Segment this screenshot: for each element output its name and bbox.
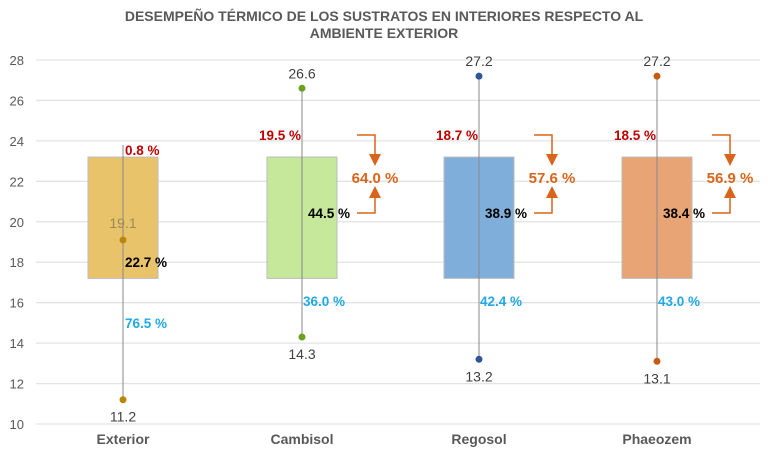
y-tick-label: 10	[10, 417, 24, 432]
mean-label: 19.1	[109, 215, 136, 231]
y-tick-label: 28	[10, 53, 24, 68]
min-point	[475, 355, 483, 363]
x-tick-label: Regosol	[451, 431, 506, 447]
chart-title: DESEMPEÑO TÉRMICO DE LOS SUSTRATOS EN IN…	[0, 8, 768, 42]
y-tick-label: 12	[10, 377, 24, 392]
max-point	[475, 72, 483, 80]
pct-bottom: 36.0 %	[303, 294, 345, 309]
max-label: 27.2	[465, 53, 492, 69]
title-line-1: DESEMPEÑO TÉRMICO DE LOS SUSTRATOS EN IN…	[124, 8, 644, 24]
pct-sum: 57.6 %	[529, 170, 576, 187]
mean-point	[119, 236, 127, 244]
max-point	[653, 72, 661, 80]
title-line-2: AMBIENTE EXTERIOR	[309, 25, 459, 41]
min-point	[119, 396, 127, 404]
max-label: 26.6	[288, 65, 315, 81]
y-tick-label: 14	[10, 336, 24, 351]
pct-top: 18.7 %	[436, 128, 478, 143]
y-tick-label: 16	[10, 296, 24, 311]
pct-mid: 38.9 %	[485, 206, 527, 221]
x-tick-label: Cambisol	[270, 431, 333, 447]
pct-top: 0.8 %	[125, 143, 160, 158]
pct-bottom: 43.0 %	[658, 294, 700, 309]
x-tick-label: Phaeozem	[622, 431, 691, 447]
pct-sum: 56.9 %	[707, 170, 754, 187]
min-label: 11.2	[110, 409, 136, 425]
min-label: 14.3	[288, 346, 315, 362]
x-tick-label: Exterior	[97, 431, 150, 447]
arrow-bottom	[534, 186, 558, 214]
min-label: 13.1	[643, 370, 670, 386]
pct-sum: 64.0 %	[352, 170, 399, 187]
arrow-bottom	[712, 186, 736, 214]
y-tick-label: 18	[10, 255, 24, 270]
pct-bottom: 76.5 %	[125, 316, 167, 331]
arrow-top	[712, 134, 736, 166]
max-point	[298, 84, 306, 92]
pct-top: 19.5 %	[259, 128, 301, 143]
arrow-top	[534, 134, 558, 166]
y-tick-label: 20	[10, 215, 24, 230]
y-tick-label: 24	[10, 134, 24, 149]
y-tick-label: 22	[10, 174, 24, 189]
pct-top: 18.5 %	[614, 128, 656, 143]
y-tick-label: 26	[10, 93, 24, 108]
pct-mid: 38.4 %	[663, 206, 705, 221]
pct-bottom: 42.4 %	[480, 294, 522, 309]
max-label: 27.2	[643, 53, 670, 69]
pct-mid: 44.5 %	[308, 206, 350, 221]
min-point	[653, 357, 661, 365]
pct-mid: 22.7 %	[125, 255, 167, 270]
min-label: 13.2	[465, 368, 492, 384]
min-point	[298, 333, 306, 341]
arrow-top	[357, 134, 381, 166]
arrow-bottom	[357, 186, 381, 214]
